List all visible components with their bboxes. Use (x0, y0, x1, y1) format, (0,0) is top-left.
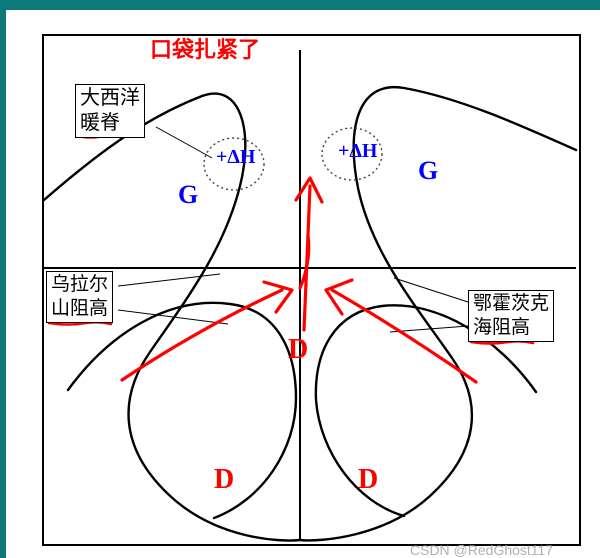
sym-G-right: G (418, 156, 438, 186)
label-line: 暖脊 (80, 111, 140, 136)
label-atlantic-ridge: 大西洋 暖脊 (75, 84, 145, 138)
teal-left-strip (0, 0, 6, 558)
label-line: 山阻高 (51, 297, 108, 321)
sym-D-bl: D (214, 464, 234, 496)
teal-top-strip (0, 0, 600, 10)
sym-G-left: G (178, 180, 198, 210)
label-line: 乌拉尔 (51, 273, 108, 297)
label-line: 大西洋 (80, 86, 140, 111)
watermark: CSDN @RedGhost117 (410, 542, 553, 558)
sym-dH-left: +ΔH (216, 146, 256, 169)
label-ural-block: 乌拉尔 山阻高 (46, 271, 113, 323)
horizontal-axis (44, 267, 576, 269)
sym-dH-right: +ΔH (338, 140, 378, 163)
vertical-axis (299, 50, 301, 540)
sym-D-br: D (358, 464, 378, 496)
label-line: 海阻高 (473, 316, 549, 340)
label-okhotsk-block: 鄂霍茨克 海阻高 (468, 290, 554, 342)
diagram-title: 口袋扎紧了 (150, 32, 260, 64)
sym-D-center: D (288, 334, 308, 366)
label-line: 鄂霍茨克 (473, 292, 549, 316)
